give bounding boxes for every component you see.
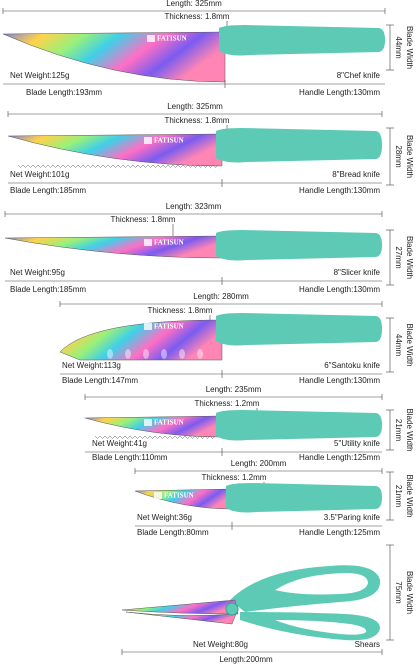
handle — [216, 230, 382, 261]
blade-width-text: 21mm — [394, 419, 403, 442]
length-text: Length: 280mm — [193, 292, 249, 301]
blade-width-text: Blade Width — [405, 323, 414, 366]
blade-length: Blade Length:185mm — [10, 285, 86, 294]
thickness-text: Thickness: 1.2mm — [202, 473, 267, 482]
blade — [7, 133, 223, 167]
net-weight: Net Weight:36g — [137, 513, 192, 522]
handle-length: Handle Length:130mm — [299, 376, 380, 385]
net-weight: Net Weight:125g — [10, 71, 69, 80]
blade-length: Blade Length:110mm — [92, 453, 168, 462]
handle — [219, 25, 385, 56]
blade-width-text: 44mm — [394, 36, 403, 59]
blade-width-text: 28mm — [394, 145, 403, 168]
brand: FATISUN — [164, 492, 194, 500]
serration — [17, 164, 219, 168]
shear-blade — [121, 599, 239, 615]
dimple — [197, 349, 203, 359]
blade-width-text: Blade Width — [405, 571, 414, 614]
blade-length: Blade Length:193mm — [26, 88, 102, 97]
dimple — [161, 349, 167, 359]
brand: FATISUN — [154, 419, 184, 427]
knife-name: 3.5"Paring knife — [324, 513, 381, 522]
knife-name: 8"Slicer knife — [334, 268, 381, 277]
brand: FATISUN — [157, 35, 187, 43]
length-text: Length: 325mm — [166, 0, 222, 8]
logo-box — [144, 137, 152, 144]
dimple — [143, 349, 149, 359]
net-weight: Net Weight:41g — [92, 439, 147, 448]
knife-name: 5"Utility knife — [334, 439, 381, 448]
shear-hole — [275, 573, 368, 595]
net-weight: Net Weight:95g — [10, 268, 65, 277]
brand: FATISUN — [154, 323, 184, 331]
length-text: Length: 323mm — [166, 202, 222, 211]
logo-box — [144, 323, 152, 330]
handle — [216, 128, 382, 163]
handle-length: Handle Length:130mm — [299, 88, 380, 97]
dimple — [179, 349, 185, 359]
knife-name: 8"Chef knife — [337, 71, 381, 80]
net-weight: Net Weight:101g — [10, 170, 69, 179]
brand: FATISUN — [154, 239, 184, 247]
handle-length: Handle Length:125mm — [299, 528, 380, 537]
blade-length: Blade Length:80mm — [137, 528, 209, 537]
logo-box — [147, 35, 155, 42]
shear-hole — [275, 620, 367, 635]
handle-length: Handle Length:130mm — [299, 285, 380, 294]
blade-width-text: Blade Width — [405, 474, 414, 517]
blade — [4, 235, 223, 259]
net-weight: Net Weight:80g — [193, 640, 248, 649]
knife-name: 8"Bread knife — [332, 170, 380, 179]
length-text: Length:200mm — [219, 655, 273, 664]
dimple — [125, 349, 131, 359]
knife-name: 6"Santoku knife — [324, 361, 380, 370]
blade-width-text: 27mm — [394, 246, 403, 269]
logo-box — [144, 419, 152, 426]
handle — [226, 483, 382, 513]
thickness-text: Thickness: 1.8mm — [165, 116, 230, 125]
blade-width-text: 21mm — [394, 485, 403, 508]
length-text: Length: 235mm — [206, 385, 262, 394]
blade-length: Blade Length:185mm — [10, 186, 86, 195]
dimple — [107, 349, 113, 359]
handle-length: Handle Length:125mm — [299, 453, 380, 462]
thickness-text: Thickness: 1.8mm — [148, 306, 213, 315]
logo-box — [154, 492, 162, 499]
thickness-text: Thickness: 1.8mm — [111, 215, 176, 224]
thickness-text: Thickness: 1.2mm — [195, 399, 260, 408]
blade-width-text: Blade Width — [405, 135, 414, 178]
blade-width-text: Blade Width — [405, 236, 414, 279]
pivot — [225, 602, 239, 616]
blade-width-text: Blade Width — [405, 408, 414, 451]
net-weight: Net Weight:113g — [62, 361, 121, 370]
handle — [216, 410, 382, 441]
blade-width-text: 75mm — [394, 581, 403, 604]
length-text: Length: 200mm — [231, 459, 287, 468]
blade-length: Blade Length:147mm — [62, 376, 138, 385]
handle — [216, 313, 382, 346]
serration — [94, 435, 216, 439]
blade-width-text: 44mm — [394, 334, 403, 357]
length-text: Length: 325mm — [167, 102, 223, 111]
knife-name: Shears — [355, 640, 380, 649]
brand: FATISUN — [154, 137, 184, 145]
thickness-text: Thickness: 1.8mm — [165, 12, 230, 21]
blade-width-text: Blade Width — [405, 26, 414, 69]
logo-box — [144, 239, 152, 246]
handle-length: Handle Length:130mm — [299, 186, 380, 195]
blade — [2, 31, 226, 83]
